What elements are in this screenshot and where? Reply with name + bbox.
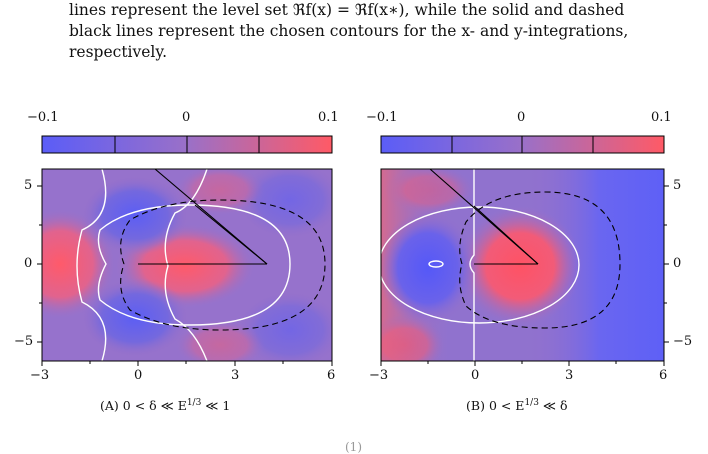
colorbar-a-mid-label: 0 [182, 110, 191, 125]
contours-a [120, 169, 326, 331]
heatmap-a [42, 169, 332, 361]
subcaption-a-text: 0 < δ ≪ E1/3 ≪ 1 [122, 398, 231, 414]
level-set-a [76, 169, 291, 361]
x-tick-b-1: 0 [471, 368, 480, 383]
colorbar-b-min-label: −0.1 [366, 110, 398, 125]
panel-a [37, 135, 333, 366]
x-tick-b-3: 6 [659, 368, 668, 383]
y-tick-a-1: 0 [24, 256, 33, 271]
colorbar-a-max-label: 0.1 [318, 110, 339, 125]
subcaption-b-text: 0 < E1/3 ≪ δ [488, 398, 568, 414]
heatmap-b [381, 169, 664, 361]
colorbar-b-max-label: 0.1 [651, 110, 672, 125]
x-tick-a-1: 0 [134, 368, 143, 383]
subcaption-a: (A) 0 < δ ≪ E1/3 ≪ 1 [100, 398, 230, 413]
y-tick-a-0: 5 [24, 178, 33, 193]
subcaption-a-tag: (A) [100, 398, 119, 414]
y-tick-a-2: −5 [14, 334, 34, 349]
y-tick-b-1: 0 [673, 256, 682, 271]
caption-line-3: respectively. [69, 43, 168, 61]
colorbar-a-min-label: −0.1 [27, 110, 59, 125]
panel-b [380, 135, 669, 366]
x-tick-b-0: −3 [369, 368, 389, 383]
y-tick-b-2: −5 [673, 334, 693, 349]
subcaption-b-tag: (B) [466, 398, 485, 414]
contours-b [429, 169, 621, 329]
subcaption-b: (B) 0 < E1/3 ≪ δ [466, 398, 567, 413]
level-set-b [381, 169, 580, 361]
x-tick-b-2: 3 [565, 368, 574, 383]
x-tick-a-0: −3 [30, 368, 50, 383]
colorbar-b-mid-label: 0 [517, 110, 526, 125]
x-tick-a-3: 6 [327, 368, 336, 383]
x-tick-a-2: 3 [231, 368, 240, 383]
figure-caption: lines represent the level set ℜf(x) = ℜf… [69, 0, 679, 63]
page-mark: (1) [345, 440, 362, 454]
caption-line-1: lines represent the level set ℜf(x) = ℜf… [69, 1, 625, 19]
caption-line-2: black lines represent the chosen contour… [69, 22, 629, 40]
y-tick-b-0: 5 [673, 178, 682, 193]
